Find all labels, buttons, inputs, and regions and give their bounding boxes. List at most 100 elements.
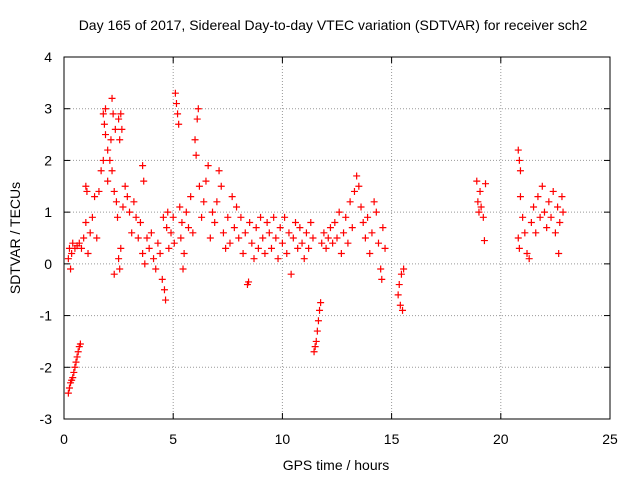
data-point	[538, 182, 546, 190]
data-points	[64, 89, 567, 397]
data-point	[147, 229, 155, 237]
data-point	[287, 270, 295, 278]
data-point	[73, 353, 81, 361]
y-tick-label: -3	[40, 411, 53, 427]
data-point	[312, 337, 320, 345]
data-point	[82, 182, 90, 190]
data-point	[104, 177, 112, 185]
data-point	[281, 213, 289, 221]
data-point	[115, 115, 123, 123]
data-point	[300, 255, 308, 263]
data-point	[241, 229, 249, 237]
data-point	[104, 146, 112, 154]
data-point	[543, 224, 551, 232]
data-point	[194, 105, 202, 113]
data-point	[270, 213, 278, 221]
data-point	[547, 213, 555, 221]
data-point	[361, 234, 369, 242]
y-axis-title: SDTVAR / TECUs	[7, 182, 23, 294]
data-point	[108, 167, 116, 175]
data-point	[110, 270, 118, 278]
y-tick-label: -1	[40, 308, 53, 324]
data-point	[540, 208, 548, 216]
data-point	[141, 260, 149, 268]
data-point	[536, 213, 544, 221]
data-point	[150, 255, 158, 263]
data-point	[479, 213, 487, 221]
data-point	[80, 234, 88, 242]
data-point	[337, 250, 345, 258]
data-point	[93, 234, 101, 242]
data-point	[116, 136, 124, 144]
data-point	[88, 213, 96, 221]
data-point	[340, 229, 348, 237]
data-point	[516, 167, 524, 175]
data-point	[475, 208, 483, 216]
data-point	[477, 203, 485, 211]
data-point	[163, 224, 171, 232]
data-point	[368, 229, 376, 237]
data-point	[228, 193, 236, 201]
data-point	[112, 198, 120, 206]
data-point	[554, 203, 562, 211]
data-point	[65, 384, 73, 392]
data-point	[257, 213, 265, 221]
data-point	[261, 250, 269, 258]
data-point	[130, 198, 138, 206]
data-point	[172, 100, 180, 108]
data-point	[381, 244, 389, 252]
y-tick-label: 3	[44, 101, 52, 117]
data-point	[519, 213, 527, 221]
data-point	[317, 299, 325, 307]
x-tick-label: 10	[275, 431, 291, 447]
data-point	[206, 234, 214, 242]
data-point	[237, 213, 245, 221]
data-point	[108, 94, 116, 102]
data-point	[289, 234, 297, 242]
x-tick-label: 15	[384, 431, 400, 447]
data-point	[126, 208, 134, 216]
data-point	[222, 244, 230, 252]
data-point	[158, 275, 166, 283]
data-point	[82, 218, 90, 226]
data-point	[285, 229, 293, 237]
data-point	[283, 250, 291, 258]
data-point	[254, 244, 262, 252]
data-point	[302, 229, 310, 237]
data-point	[555, 250, 563, 258]
data-point	[379, 224, 387, 232]
data-point	[117, 110, 125, 118]
y-tick-label: 1	[44, 204, 52, 220]
data-point	[152, 265, 160, 273]
data-point	[374, 239, 382, 247]
data-point	[534, 193, 542, 201]
axis-ticks	[63, 56, 611, 420]
data-point	[217, 182, 225, 190]
x-tick-label: 25	[602, 431, 618, 447]
data-point	[184, 224, 192, 232]
data-point	[99, 156, 107, 164]
data-point	[545, 198, 553, 206]
data-point	[350, 187, 358, 195]
data-point	[99, 110, 107, 118]
data-point	[476, 187, 484, 195]
x-tick-label: 20	[493, 431, 509, 447]
data-point	[515, 244, 523, 252]
data-point	[74, 348, 82, 356]
data-point	[559, 208, 567, 216]
data-point	[121, 182, 129, 190]
data-point	[178, 218, 186, 226]
data-point	[156, 250, 164, 258]
plot-frame	[63, 56, 611, 420]
data-point	[246, 218, 254, 226]
data-point	[209, 208, 217, 216]
data-point	[294, 244, 302, 252]
data-point	[106, 156, 114, 164]
data-point	[318, 239, 326, 247]
data-point	[395, 281, 403, 289]
data-point	[311, 343, 319, 351]
data-point	[170, 239, 178, 247]
data-point	[551, 229, 559, 237]
data-point	[378, 275, 386, 283]
data-point	[119, 203, 127, 211]
